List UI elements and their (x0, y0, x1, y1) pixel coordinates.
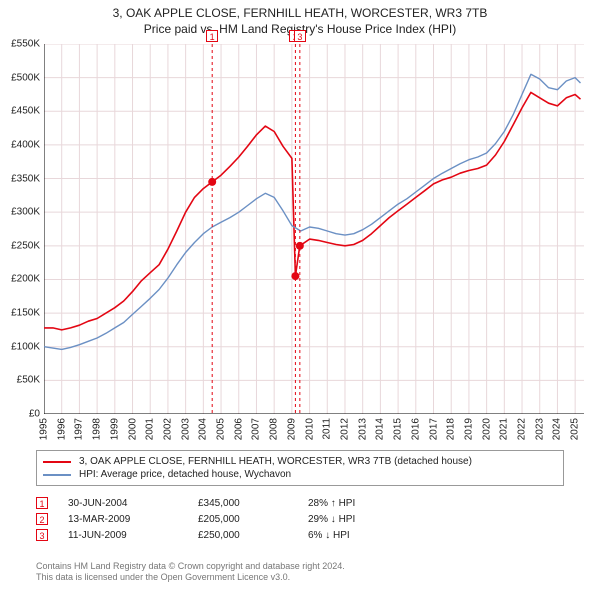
legend-label-hpi: HPI: Average price, detached house, Wych… (79, 469, 291, 480)
x-tick-label: 2023 (534, 418, 545, 440)
y-tick-label: £350K (0, 173, 40, 184)
attribution-footer: Contains HM Land Registry data © Crown c… (36, 561, 564, 584)
chart-title-main: 3, OAK APPLE CLOSE, FERNHILL HEATH, WORC… (0, 6, 600, 20)
x-tick-label: 2015 (393, 418, 404, 440)
event-marker-1: 1 (36, 497, 48, 509)
y-tick-label: £150K (0, 308, 40, 319)
x-tick-label: 2022 (517, 418, 528, 440)
x-tick-label: 2000 (127, 418, 138, 440)
event-delta-1: 28% ↑ HPI (308, 498, 448, 509)
event-price-2: £205,000 (198, 514, 308, 525)
price-chart-page: { "title": { "main": "3, OAK APPLE CLOSE… (0, 0, 600, 590)
x-tick-label: 2010 (304, 418, 315, 440)
x-tick-label: 2021 (499, 418, 510, 440)
event-row-3: 3 11-JUN-2009 £250,000 6% ↓ HPI (36, 527, 564, 543)
x-tick-label: 2014 (375, 418, 386, 440)
x-tick-label: 1995 (39, 418, 50, 440)
event-delta-3: 6% ↓ HPI (308, 530, 448, 541)
y-tick-label: £250K (0, 240, 40, 251)
event-row-1: 1 30-JUN-2004 £345,000 28% ↑ HPI (36, 495, 564, 511)
event-date-2: 13-MAR-2009 (68, 514, 198, 525)
y-tick-label: £0 (0, 409, 40, 420)
x-tick-label: 2009 (286, 418, 297, 440)
y-tick-label: £50K (0, 375, 40, 386)
event-marker-3: 3 (36, 529, 48, 541)
x-tick-label: 1997 (74, 418, 85, 440)
x-tick-label: 2017 (428, 418, 439, 440)
x-tick-label: 1996 (56, 418, 67, 440)
event-flag-3: 3 (294, 30, 306, 42)
x-tick-label: 2002 (162, 418, 173, 440)
legend-label-property: 3, OAK APPLE CLOSE, FERNHILL HEATH, WORC… (79, 456, 472, 467)
y-tick-label: £300K (0, 207, 40, 218)
legend-swatch-property (43, 461, 71, 463)
x-tick-label: 1998 (92, 418, 103, 440)
x-tick-label: 2016 (410, 418, 421, 440)
x-tick-label: 2018 (446, 418, 457, 440)
x-tick-label: 2013 (357, 418, 368, 440)
footer-line-1: Contains HM Land Registry data © Crown c… (36, 561, 564, 573)
y-tick-label: £400K (0, 139, 40, 150)
x-tick-label: 2001 (145, 418, 156, 440)
event-row-2: 2 13-MAR-2009 £205,000 29% ↓ HPI (36, 511, 564, 527)
x-tick-label: 2007 (251, 418, 262, 440)
y-tick-label: £550K (0, 39, 40, 50)
y-tick-label: £450K (0, 106, 40, 117)
chart-svg (44, 44, 584, 414)
event-price-3: £250,000 (198, 530, 308, 541)
x-tick-label: 2008 (269, 418, 280, 440)
x-tick-label: 2019 (463, 418, 474, 440)
x-tick-label: 2004 (198, 418, 209, 440)
legend-row-property: 3, OAK APPLE CLOSE, FERNHILL HEATH, WORC… (43, 455, 557, 468)
event-marker-2: 2 (36, 513, 48, 525)
event-price-1: £345,000 (198, 498, 308, 509)
x-tick-label: 2005 (216, 418, 227, 440)
y-tick-label: £100K (0, 341, 40, 352)
x-tick-label: 2024 (552, 418, 563, 440)
x-tick-label: 2003 (180, 418, 191, 440)
legend-row-hpi: HPI: Average price, detached house, Wych… (43, 468, 557, 481)
x-tick-label: 2020 (481, 418, 492, 440)
event-date-1: 30-JUN-2004 (68, 498, 198, 509)
chart-plot-area (44, 44, 584, 414)
x-tick-label: 1999 (109, 418, 120, 440)
event-flag-1: 1 (206, 30, 218, 42)
legend-swatch-hpi (43, 474, 71, 476)
footer-line-2: This data is licensed under the Open Gov… (36, 572, 564, 584)
event-list: 1 30-JUN-2004 £345,000 28% ↑ HPI 2 13-MA… (36, 495, 564, 543)
x-tick-label: 2025 (570, 418, 581, 440)
legend-box: 3, OAK APPLE CLOSE, FERNHILL HEATH, WORC… (36, 450, 564, 486)
y-tick-label: £200K (0, 274, 40, 285)
event-date-3: 11-JUN-2009 (68, 530, 198, 541)
event-delta-2: 29% ↓ HPI (308, 514, 448, 525)
y-tick-label: £500K (0, 72, 40, 83)
x-tick-label: 2012 (339, 418, 350, 440)
x-tick-label: 2011 (322, 418, 333, 440)
x-tick-label: 2006 (233, 418, 244, 440)
